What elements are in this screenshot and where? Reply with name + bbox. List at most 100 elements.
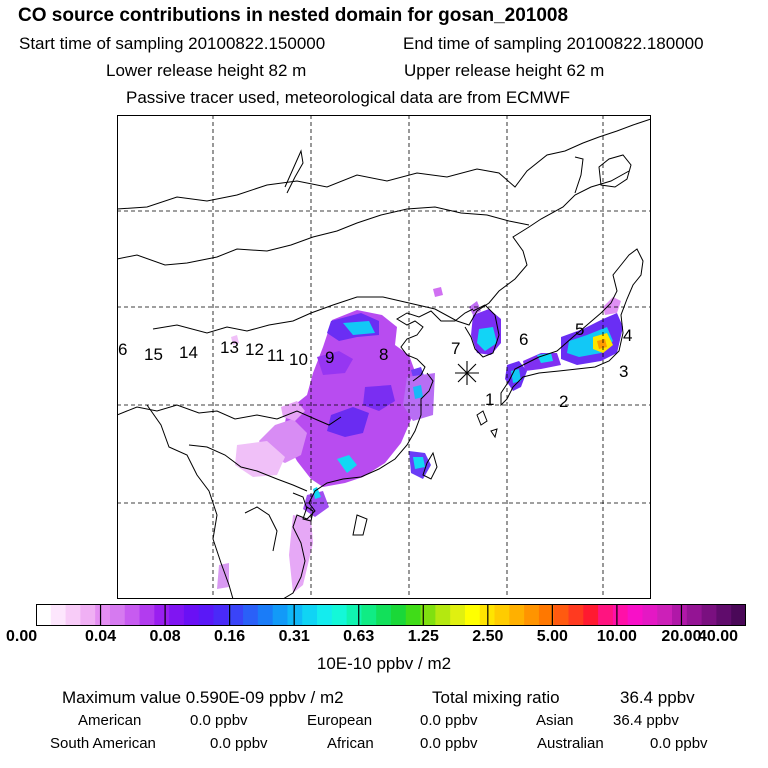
color-scale-cell [568, 604, 584, 626]
color-scale-cell [213, 604, 229, 626]
upper-release-height: Upper release height 62 m [404, 61, 605, 80]
region-name-australian: Australian [537, 735, 604, 752]
color-scale-cell [627, 604, 643, 626]
tick-label: 10.00 [596, 628, 637, 645]
tick-label: 20.00 [661, 628, 702, 645]
color-scale-cell [80, 604, 96, 626]
region-value-south-american: 0.0 ppbv [210, 735, 268, 752]
color-scale-bar [36, 604, 746, 626]
region-number-labels: 1 2 3 4 5 6 7 8 9 10 11 12 13 14 15 6 [118, 320, 632, 411]
color-scale-cell [657, 604, 673, 626]
color-scale-cell [257, 604, 274, 626]
color-scale-cell [509, 604, 525, 626]
region-label-1: 1 [485, 390, 494, 409]
region-label-8: 8 [379, 345, 388, 364]
tick-label: 0.04 [84, 628, 117, 645]
region-value-asian: 36.4 ppbv [613, 712, 679, 729]
color-scale-cell [391, 604, 407, 626]
region-value-european: 0.0 ppbv [420, 712, 478, 729]
region-name-asian: Asian [536, 712, 574, 729]
region-value-american: 0.0 ppbv [190, 712, 248, 729]
region-label-5: 5 [575, 320, 584, 339]
region-label-9: 9 [325, 348, 334, 367]
region-value-australian: 0.0 ppbv [650, 735, 708, 752]
graticule [117, 115, 651, 599]
color-scale-cell [701, 604, 717, 626]
map-title: CO source contributions in nested domain… [18, 5, 569, 26]
color-scale-cell [36, 604, 52, 626]
color-scale-cell [376, 604, 392, 626]
tick-label: 0.00 [6, 628, 38, 645]
tracer-note: Passive tracer used, meteorological data… [126, 88, 571, 107]
color-scale-cell [243, 604, 259, 626]
color-scale-cell [272, 604, 288, 626]
region-label-15: 15 [144, 345, 163, 364]
tick-label: 1.25 [407, 628, 439, 645]
color-scale-cell [198, 604, 214, 626]
color-scale-cell [464, 604, 481, 626]
color-scale-cell [124, 604, 141, 626]
color-scale-cell [494, 604, 510, 626]
region-name-african: African [327, 735, 374, 752]
source-contribution-map: 1 2 3 4 5 6 7 8 9 10 11 12 13 14 15 6 [117, 115, 651, 599]
end-time: End time of sampling 20100822.180000 [403, 34, 704, 53]
color-scale-cell [553, 604, 569, 626]
color-scale-cell [524, 604, 540, 626]
concentration-field [217, 287, 623, 593]
region-name-american: American [78, 712, 142, 729]
color-scale-cell [642, 604, 658, 626]
color-scale-cell [109, 604, 126, 626]
start-time: Start time of sampling 20100822.150000 [19, 34, 326, 53]
color-scale-cell [346, 604, 362, 626]
color-scale-cell [420, 604, 436, 626]
color-scale-cell [450, 604, 466, 626]
tick-label: 5.00 [536, 628, 568, 645]
receptor-star-icon [455, 361, 479, 385]
coastlines [117, 118, 651, 599]
color-scale-cell [50, 604, 67, 626]
region-value-african: 0.0 ppbv [420, 735, 478, 752]
tick-label: 0.63 [343, 628, 375, 645]
region-label-3: 3 [619, 362, 628, 381]
region-label-13: 13 [220, 338, 239, 357]
region-name-south-american: South American [50, 735, 156, 752]
tick-label: 40.00 [698, 628, 739, 645]
color-scale-cell [361, 604, 377, 626]
tick-label: 0.16 [214, 628, 246, 645]
lower-release-height: Lower release height 82 m [106, 61, 307, 80]
region-label-16: 6 [118, 340, 127, 359]
color-scale-cell [139, 604, 155, 626]
region-label-10: 10 [289, 350, 308, 369]
color-scale-cell [183, 604, 200, 626]
color-scale-cell [287, 604, 303, 626]
color-scale-cell [598, 604, 614, 626]
tick-label: 0.08 [149, 628, 181, 645]
color-scale-cell [405, 604, 422, 626]
color-scale-cell [538, 604, 555, 626]
tick-label: 2.50 [472, 628, 504, 645]
region-label-7: 7 [451, 339, 460, 358]
total-mixing-label: Total mixing ratio [432, 688, 560, 707]
color-scale-unit: 10E-10 ppbv / m2 [316, 654, 452, 673]
region-name-european: European [307, 712, 373, 729]
color-scale-cell [228, 604, 244, 626]
color-scale-cell [317, 604, 333, 626]
color-scale-cell [331, 604, 348, 626]
region-label-2: 2 [559, 392, 568, 411]
color-scale-cell [435, 604, 451, 626]
color-scale-cell [731, 604, 746, 626]
color-scale-cell [583, 604, 599, 626]
color-scale-cell [154, 604, 170, 626]
color-scale-cell [612, 604, 629, 626]
color-scale-cell [65, 604, 81, 626]
color-scale-cell [169, 604, 185, 626]
region-label-14: 14 [179, 343, 198, 362]
region-label-4: 4 [623, 326, 632, 345]
map-frame [117, 115, 651, 599]
color-scale-cell [302, 604, 318, 626]
region-label-11: 11 [267, 346, 285, 365]
tick-label: 0.31 [278, 628, 310, 645]
color-scale-cell [672, 604, 688, 626]
total-mixing-value: 36.4 ppbv [620, 688, 695, 707]
region-label-6: 6 [519, 330, 528, 349]
